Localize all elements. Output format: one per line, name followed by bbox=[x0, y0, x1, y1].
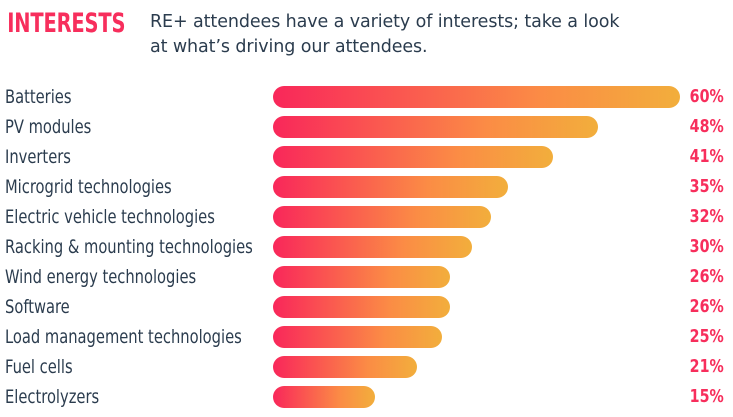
bar-value-label: 30% bbox=[681, 237, 733, 257]
bar bbox=[273, 146, 553, 168]
bar-category-label: Fuel cells bbox=[0, 357, 273, 377]
bar-category-label: Software bbox=[0, 297, 273, 317]
chart-row: PV modules 48% bbox=[0, 112, 733, 142]
bar-category-label: Wind energy technologies bbox=[0, 267, 273, 287]
bar-value-label: 25% bbox=[681, 327, 733, 347]
bar-value-label-text: 26% bbox=[689, 296, 724, 317]
bar-value-label: 21% bbox=[681, 357, 733, 377]
bar-value-label: 26% bbox=[681, 267, 733, 287]
bar-category-label-text: Batteries bbox=[5, 86, 72, 108]
bar-value-label: 60% bbox=[681, 87, 733, 107]
bar-track bbox=[273, 232, 681, 262]
interests-bar-chart: Batteries 60% PV modules 48% Inverters 41% Mic… bbox=[0, 62, 733, 412]
bar-category-label: Inverters bbox=[0, 147, 273, 167]
bar-value-label-text: 41% bbox=[689, 146, 724, 167]
bar-track bbox=[273, 202, 681, 232]
bar-track bbox=[273, 292, 681, 322]
bar-category-label: Racking & mounting technologies bbox=[0, 237, 273, 257]
bar bbox=[273, 296, 450, 318]
bar-category-label: PV modules bbox=[0, 117, 273, 137]
chart-row: Inverters 41% bbox=[0, 142, 733, 172]
chart-row: Batteries 60% bbox=[0, 82, 733, 112]
bar-category-label-text: Electric vehicle technologies bbox=[5, 206, 215, 228]
chart-row: Electric vehicle technologies 32% bbox=[0, 202, 733, 232]
bar-category-label-text: Load management technologies bbox=[5, 326, 242, 348]
bar-value-label: 41% bbox=[681, 147, 733, 167]
bar-value-label: 26% bbox=[681, 297, 733, 317]
bar bbox=[273, 266, 450, 288]
bar-category-label-text: Inverters bbox=[5, 146, 71, 168]
bar bbox=[273, 236, 472, 258]
bar-value-label-text: 15% bbox=[689, 386, 724, 407]
bar-track bbox=[273, 382, 681, 412]
bar-category-label-text: Microgrid technologies bbox=[5, 176, 172, 198]
bar bbox=[273, 116, 598, 138]
chart-row: Fuel cells 21% bbox=[0, 352, 733, 382]
bar-category-label-text: Racking & mounting technologies bbox=[5, 236, 253, 258]
bar-track bbox=[273, 82, 681, 112]
bar-category-label: Batteries bbox=[0, 87, 273, 107]
bar-value-label-text: 21% bbox=[689, 356, 724, 377]
bar-track bbox=[273, 172, 681, 202]
bar-value-label-text: 35% bbox=[689, 176, 724, 197]
bar-category-label-text: Software bbox=[5, 296, 70, 318]
bar-category-label: Microgrid technologies bbox=[0, 177, 273, 197]
bar-value-label-text: 48% bbox=[689, 116, 724, 137]
chart-header: INTERESTS RE+ attendees have a variety o… bbox=[0, 0, 733, 62]
bar-track bbox=[273, 352, 681, 382]
bar-value-label: 48% bbox=[681, 117, 733, 137]
bar-track bbox=[273, 262, 681, 292]
bar-category-label: Load management technologies bbox=[0, 327, 273, 347]
bar-category-label-text: Electrolyzers bbox=[5, 386, 100, 408]
chart-row: Software 26% bbox=[0, 292, 733, 322]
bar-track bbox=[273, 142, 681, 172]
bar bbox=[273, 206, 491, 228]
bar-category-label: Electrolyzers bbox=[0, 387, 273, 407]
bar-value-label: 35% bbox=[681, 177, 733, 197]
bar-track bbox=[273, 322, 681, 352]
bar-value-label-text: 25% bbox=[689, 326, 724, 347]
bar-value-label-text: 60% bbox=[689, 86, 724, 107]
bar-category-label-text: PV modules bbox=[5, 116, 92, 138]
bar bbox=[273, 386, 375, 408]
bar bbox=[273, 326, 442, 348]
bar-value-label-text: 32% bbox=[689, 206, 724, 227]
bar-value-label-text: 26% bbox=[689, 266, 724, 287]
bar-value-label: 32% bbox=[681, 207, 733, 227]
chart-row: Racking & mounting technologies 30% bbox=[0, 232, 733, 262]
bar-track bbox=[273, 112, 681, 142]
bar bbox=[273, 356, 417, 378]
chart-row: Microgrid technologies 35% bbox=[0, 172, 733, 202]
chart-description-line-2: at what’s driving our attendees. bbox=[150, 36, 428, 57]
bar bbox=[273, 86, 680, 108]
bar bbox=[273, 176, 508, 198]
bar-value-label: 15% bbox=[681, 387, 733, 407]
chart-description-line-1: RE+ attendees have a variety of interest… bbox=[150, 12, 620, 32]
chart-row: Electrolyzers 15% bbox=[0, 382, 733, 412]
bar-value-label-text: 30% bbox=[689, 236, 724, 257]
bar-category-label-text: Wind energy technologies bbox=[5, 266, 197, 288]
page-title: INTERESTS bbox=[7, 8, 126, 39]
bar-category-label-text: Fuel cells bbox=[5, 356, 73, 378]
chart-row: Wind energy technologies 26% bbox=[0, 262, 733, 292]
bar-category-label: Electric vehicle technologies bbox=[0, 207, 273, 227]
chart-row: Load management technologies 25% bbox=[0, 322, 733, 352]
chart-description: RE+ attendees have a variety of interest… bbox=[150, 9, 730, 59]
